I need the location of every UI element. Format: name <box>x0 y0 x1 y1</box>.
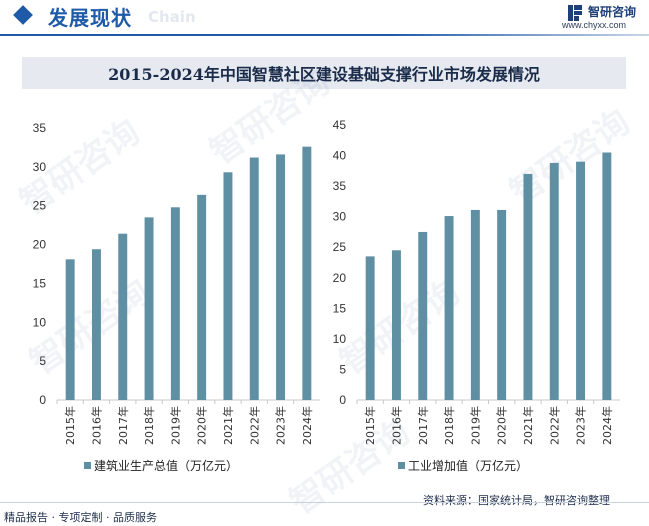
chart1-bar-4 <box>170 207 180 400</box>
chart1-bar-8 <box>276 154 286 400</box>
chart1-xtick-5: 2020年 <box>195 406 209 445</box>
chart1-xtick-0: 2015年 <box>63 406 77 445</box>
chart2-xtick-2: 2017年 <box>416 406 430 445</box>
chart2-xtick-9: 2024年 <box>600 406 614 445</box>
footer-rule <box>0 502 649 503</box>
chart2-bar-4 <box>470 209 480 400</box>
chart2-xtick-4: 2019年 <box>468 406 482 445</box>
chart2-bar-9 <box>602 152 612 400</box>
chart1-xtick-1: 2016年 <box>89 406 103 445</box>
chart1-ytick-4: 20 <box>33 238 47 252</box>
chart2-bar-8 <box>576 161 586 400</box>
chart2-bar-0 <box>365 256 375 400</box>
chart2-ytick-8: 40 <box>333 149 347 163</box>
chart2-xtick-5: 2020年 <box>495 406 509 445</box>
chart2-xtick-6: 2021年 <box>521 406 535 445</box>
chart1-ytick-0: 0 <box>39 393 46 407</box>
chart2-xtick-8: 2023年 <box>574 406 588 445</box>
chart2-ytick-6: 30 <box>333 210 347 224</box>
chart1-xtick-7: 2022年 <box>247 406 261 445</box>
chart2-bar-7 <box>549 162 559 400</box>
source-note: 资料来源：国家统计局，智研咨询整理 <box>423 494 610 507</box>
chart-title-box: 2015-2024年中国智慧社区建设基础支撑行业市场发展情况 <box>22 57 626 89</box>
chart1-legend-label: 建筑业生产总值（万亿元） <box>94 458 238 473</box>
chart1-bar-1 <box>91 249 101 400</box>
chart2-ytick-4: 20 <box>333 271 347 285</box>
header: 发展现状 Chain 智研咨询 www.chyxx.com <box>0 0 649 36</box>
chart1-ytick-7: 35 <box>33 121 47 135</box>
chart1-ytick-5: 25 <box>33 199 47 213</box>
brand-name: 智研咨询 <box>588 5 637 19</box>
chart-title: 2015-2024年中国智慧社区建设基础支撑行业市场发展情况 <box>108 65 540 84</box>
chart1-bar-7 <box>249 157 259 400</box>
chart2-ytick-5: 25 <box>333 240 347 254</box>
chart2-ytick-2: 10 <box>333 332 347 346</box>
brand-logo-icon <box>568 5 582 21</box>
chart1-bar-0 <box>65 259 75 400</box>
chart1-xtick-2: 2017年 <box>116 406 130 445</box>
chart2-ytick-3: 15 <box>333 301 347 315</box>
chart2-bar-3 <box>444 216 454 400</box>
chart2-xtick-1: 2016年 <box>389 406 403 445</box>
chart1-xtick-4: 2019年 <box>168 406 182 445</box>
brand-url: www.chyxx.com <box>562 20 627 30</box>
footer-tagline: 精品报告 · 专项定制 · 品质服务 <box>4 511 157 524</box>
chart2-bar-6 <box>523 173 533 400</box>
chart1-bar-5 <box>197 194 207 400</box>
chart1-ytick-6: 30 <box>33 160 47 174</box>
chart2-bar-1 <box>391 250 401 400</box>
chart2-ytick-7: 35 <box>333 179 347 193</box>
chart2-xtick-3: 2018年 <box>442 406 456 445</box>
chart2-xtick-0: 2015年 <box>363 406 377 445</box>
chart2-legend-label: 工业增加值（万亿元） <box>408 458 528 473</box>
chart1-xtick-3: 2018年 <box>142 406 156 445</box>
chart1-ytick-3: 15 <box>33 276 47 290</box>
chart1-xtick-8: 2023年 <box>274 406 288 445</box>
chart1-ytick-1: 5 <box>39 354 46 368</box>
chart2-ytick-0: 0 <box>339 393 346 407</box>
chart1-bar-6 <box>223 172 233 400</box>
chart1-bar-3 <box>144 217 154 400</box>
section-title: 发展现状 <box>48 6 132 30</box>
chart1-bar-2 <box>118 233 128 400</box>
chart1-legend-swatch <box>84 462 91 469</box>
chart1-bar-9 <box>302 146 312 400</box>
chart2-bar-2 <box>418 231 428 400</box>
chart1-xtick-6: 2021年 <box>221 406 235 445</box>
chart1-xtick-9: 2024年 <box>300 406 314 445</box>
chart1-ytick-2: 10 <box>33 315 47 329</box>
header-rule <box>0 34 649 36</box>
header-watermark: Chain <box>148 8 196 26</box>
chart2-legend-swatch <box>398 462 405 469</box>
chart2-ytick-1: 5 <box>339 362 346 376</box>
chart2-xtick-7: 2022年 <box>547 406 561 445</box>
chart2-ytick-9: 45 <box>333 118 347 132</box>
chart2-bar-5 <box>497 209 507 400</box>
